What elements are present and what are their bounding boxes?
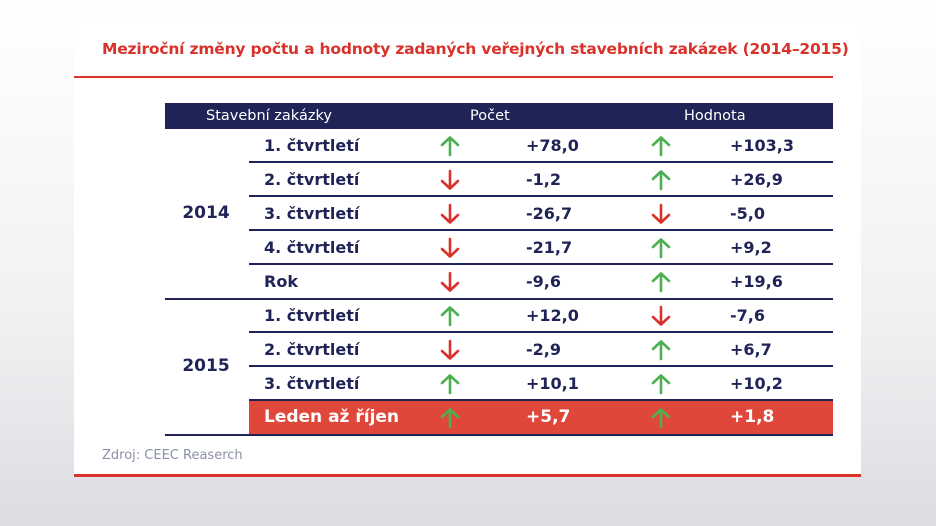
arrow-down-icon xyxy=(440,339,460,360)
row-divider xyxy=(249,399,833,401)
pocet-value: -26,7 xyxy=(526,204,573,223)
row-divider xyxy=(249,161,833,163)
row-label: 4. čtvrtletí xyxy=(264,238,360,257)
arrow-up-icon xyxy=(651,136,671,157)
arrow-down-icon xyxy=(440,203,460,224)
pocet-value: -1,2 xyxy=(526,170,561,189)
pocet-value: -21,7 xyxy=(526,238,573,257)
table-header: Stavební zakázky Počet Hodnota xyxy=(165,103,833,129)
arrow-down-icon xyxy=(651,203,671,224)
hodnota-value: +9,2 xyxy=(730,238,772,257)
year-label: 2014 xyxy=(182,203,230,223)
pocet-value: +12,0 xyxy=(526,306,579,325)
arrow-up-icon xyxy=(440,306,460,327)
pocet-value: +10,1 xyxy=(526,374,579,393)
arrow-up-icon xyxy=(651,408,671,429)
arrow-down-icon xyxy=(440,271,460,292)
hodnota-value: +19,6 xyxy=(730,272,783,291)
chart-title: Meziroční změny počtu a hodnoty zadaných… xyxy=(102,40,849,58)
table-row-highlight: Leden až říjen +5,7 +1,8 xyxy=(249,401,833,434)
table-row: 3. čtvrtletí -26,7 -5,0 xyxy=(249,197,833,231)
table-row: 3. čtvrtletí +10,1 +10,2 xyxy=(249,367,833,401)
hodnota-value: +26,9 xyxy=(730,170,783,189)
row-label: Leden až říjen xyxy=(264,407,400,427)
hodnota-value: +6,7 xyxy=(730,340,772,359)
header-stavebni-zakazky: Stavební zakázky xyxy=(206,108,332,124)
arrow-down-icon xyxy=(440,169,460,190)
arrow-down-icon xyxy=(440,237,460,258)
arrow-up-icon xyxy=(440,408,460,429)
row-label: 2. čtvrtletí xyxy=(264,340,360,359)
arrow-up-icon xyxy=(651,238,671,259)
pocet-value: +5,7 xyxy=(526,407,571,427)
hodnota-value: +1,8 xyxy=(730,407,775,427)
header-pocet: Počet xyxy=(470,108,510,124)
table-row: 1. čtvrtletí +78,0 +103,3 xyxy=(249,129,833,163)
row-label: 1. čtvrtletí xyxy=(264,136,360,155)
row-label: 3. čtvrtletí xyxy=(264,204,360,223)
table-row: 4. čtvrtletí -21,7 +9,2 xyxy=(249,231,833,265)
arrow-up-icon xyxy=(651,374,671,395)
pocet-value: +78,0 xyxy=(526,136,579,155)
hodnota-value: +10,2 xyxy=(730,374,783,393)
hodnota-value: +103,3 xyxy=(730,136,795,155)
year-label: 2015 xyxy=(182,356,230,376)
row-divider xyxy=(249,263,833,265)
arrow-up-icon xyxy=(440,374,460,395)
table-row: 2. čtvrtletí -2,9 +6,7 xyxy=(249,333,833,367)
bottom-divider xyxy=(74,474,861,477)
table-row: 1. čtvrtletí +12,0 -7,6 xyxy=(249,299,833,333)
arrow-down-icon xyxy=(651,305,671,326)
source-note: Zdroj: CEEC Reaserch xyxy=(102,448,243,463)
row-divider xyxy=(249,195,833,197)
group-divider xyxy=(165,434,833,436)
arrow-up-icon xyxy=(651,272,671,293)
row-label: 1. čtvrtletí xyxy=(264,306,360,325)
arrow-up-icon xyxy=(440,136,460,157)
row-label: 3. čtvrtletí xyxy=(264,374,360,393)
row-divider xyxy=(249,331,833,333)
group-divider xyxy=(165,298,833,300)
title-divider xyxy=(74,76,833,78)
table-row: Rok -9,6 +19,6 xyxy=(249,265,833,298)
arrow-up-icon xyxy=(651,170,671,191)
pocet-value: -9,6 xyxy=(526,272,561,291)
row-label: 2. čtvrtletí xyxy=(264,170,360,189)
pocet-value: -2,9 xyxy=(526,340,561,359)
header-hodnota: Hodnota xyxy=(684,108,746,124)
row-label: Rok xyxy=(264,272,298,291)
table-row: 2. čtvrtletí -1,2 +26,9 xyxy=(249,163,833,197)
arrow-up-icon xyxy=(651,340,671,361)
row-divider xyxy=(249,229,833,231)
hodnota-value: -7,6 xyxy=(730,306,765,325)
hodnota-value: -5,0 xyxy=(730,204,765,223)
row-divider xyxy=(249,365,833,367)
